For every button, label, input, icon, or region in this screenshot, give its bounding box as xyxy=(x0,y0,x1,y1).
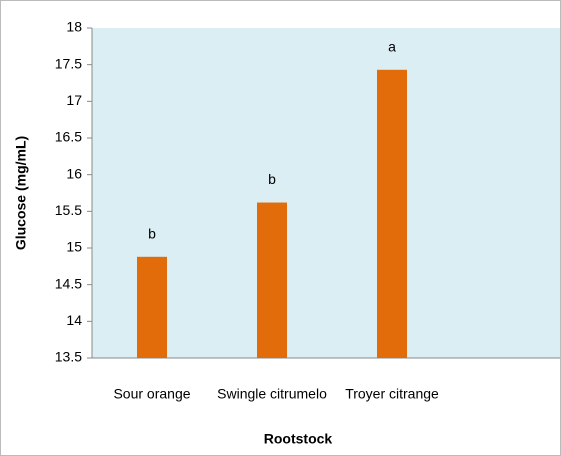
y-tick-label: 14 xyxy=(66,312,82,328)
y-tick-label: 18 xyxy=(66,19,82,35)
y-tick-label: 15 xyxy=(66,239,82,255)
y-tick-label: 16 xyxy=(66,165,82,181)
plot-area xyxy=(92,28,560,358)
significance-letter: b xyxy=(268,171,276,187)
y-tick-label: 15.5 xyxy=(55,202,82,218)
y-tick-label: 14.5 xyxy=(55,275,82,291)
y-tick-label: 13.5 xyxy=(55,349,82,365)
y-tick-label: 16.5 xyxy=(55,129,82,145)
y-tick-label: 17 xyxy=(66,92,82,108)
x-tick-label: Troyer citrange xyxy=(345,386,439,402)
bar xyxy=(257,202,287,358)
significance-letter: a xyxy=(388,39,396,55)
y-axis-title: Glucose (mg/mL) xyxy=(13,136,29,250)
x-tick-label: Sour orange xyxy=(113,386,190,402)
x-axis-title: Rootstock xyxy=(264,431,333,447)
bar xyxy=(377,69,407,359)
significance-letter: b xyxy=(148,226,156,242)
y-tick-label: 17.5 xyxy=(55,55,82,71)
x-tick-label: Swingle citrumelo xyxy=(217,386,327,402)
bar xyxy=(137,256,167,358)
